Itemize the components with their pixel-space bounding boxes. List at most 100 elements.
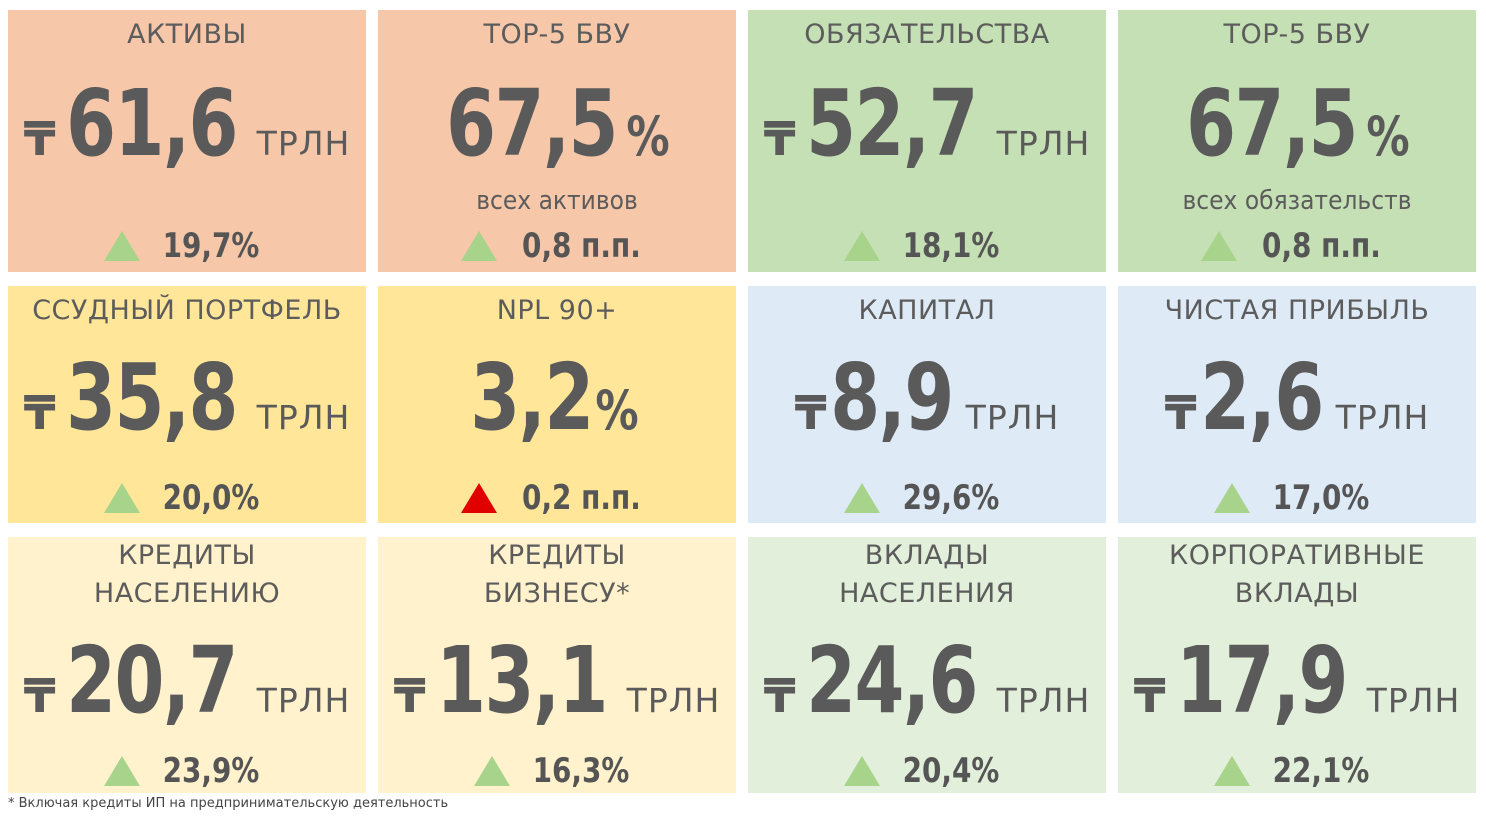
card-unit: ТРЛН: [965, 398, 1060, 437]
card-value: 67,5: [446, 70, 619, 177]
card-big-value: ₸ 24,6 ТРЛН: [748, 627, 1106, 734]
card-delta: 22,1%: [1118, 751, 1476, 791]
card-subtitle: всех активов: [476, 186, 638, 216]
card-business-loans: КРЕДИТЫ БИЗНЕСУ* ₸ 13,1 ТРЛН 16,3%: [378, 537, 736, 793]
triangle-up-icon: [1214, 483, 1251, 513]
kpi-grid: АКТИВЫ ₸ 61,6 ТРЛН 19,7% TOP-5 БВУ 67,5 …: [8, 10, 1476, 793]
card-delta-value: 22,1%: [1272, 751, 1370, 791]
triangle-up-icon: [104, 756, 141, 786]
card-delta-value: 0,8 п.п.: [521, 226, 641, 266]
card-unit: ТРЛН: [1366, 681, 1461, 720]
card-delta-value: 20,4%: [902, 751, 1000, 791]
card-delta-value: 19,7%: [162, 226, 260, 266]
card-top5-liabilities: TOP-5 БВУ 67,5 % всех обязательств 0,8 п…: [1118, 10, 1476, 272]
card-delta-value: 0,2 п.п.: [521, 478, 641, 518]
card-unit: ТРЛН: [996, 124, 1091, 163]
card-title: КРЕДИТЫ НАСЕЛЕНИЮ: [93, 540, 281, 609]
card-delta-value: 23,9%: [162, 751, 260, 791]
card-retail-loans: КРЕДИТЫ НАСЕЛЕНИЮ ₸ 20,7 ТРЛН 23,9%: [8, 537, 366, 793]
card-delta: 17,0%: [1118, 478, 1476, 518]
percent-sign: %: [626, 105, 671, 168]
card-title: ССУДНЫЙ ПОРТФЕЛЬ: [32, 295, 342, 326]
card-big-value: ₸ 8,9 ТРЛН: [748, 344, 1106, 451]
card-loan-portfolio: ССУДНЫЙ ПОРТФЕЛЬ ₸ 35,8 ТРЛН 20,0%: [8, 286, 366, 523]
card-delta: 19,7%: [8, 226, 366, 266]
card-top5-assets: TOP-5 БВУ 67,5 % всех активов 0,8 п.п.: [378, 10, 736, 272]
card-net-profit: ЧИСТАЯ ПРИБЫЛЬ ₸ 2,6 ТРЛН 17,0%: [1118, 286, 1476, 523]
card-big-value: ₸ 61,6 ТРЛН: [8, 70, 366, 177]
card-title: АКТИВЫ: [127, 19, 247, 50]
card-corporate-deposits: КОРПОРАТИВНЫЕ ВКЛАДЫ ₸ 17,9 ТРЛН 22,1%: [1118, 537, 1476, 793]
triangle-up-icon: [844, 756, 881, 786]
card-delta: 18,1%: [748, 226, 1106, 266]
card-big-value: 3,2 %: [378, 344, 736, 451]
card-liabilities: ОБЯЗАТЕЛЬСТВА ₸ 52,7 ТРЛН 18,1%: [748, 10, 1106, 272]
card-assets: АКТИВЫ ₸ 61,6 ТРЛН 19,7%: [8, 10, 366, 272]
card-big-value: 67,5 %: [378, 70, 736, 177]
card-big-value: ₸ 13,1 ТРЛН: [378, 627, 736, 734]
triangle-up-icon: [1200, 231, 1237, 261]
card-unit: ТРЛН: [256, 124, 351, 163]
card-delta: 20,4%: [748, 751, 1106, 791]
footnote: * Включая кредиты ИП на предпринимательс…: [8, 796, 449, 811]
card-title: TOP-5 БВУ: [1223, 19, 1371, 50]
tenge-icon: ₸: [1164, 386, 1197, 440]
tenge-icon: ₸: [393, 669, 426, 723]
card-title: КОРПОРАТИВНЫЕ ВКЛАДЫ: [1169, 540, 1425, 609]
card-capital: КАПИТАЛ ₸ 8,9 ТРЛН 29,6%: [748, 286, 1106, 523]
card-big-value: ₸ 20,7 ТРЛН: [8, 627, 366, 734]
percent-sign: %: [1366, 105, 1411, 168]
tenge-icon: ₸: [763, 669, 796, 723]
card-delta-value: 29,6%: [902, 478, 1000, 518]
tenge-icon: ₸: [1133, 669, 1166, 723]
card-value: 67,5: [1186, 70, 1359, 177]
card-value: 24,6: [805, 627, 978, 734]
card-title: ЧИСТАЯ ПРИБЫЛЬ: [1164, 295, 1430, 326]
card-value: 2,6: [1199, 344, 1324, 451]
card-delta: 29,6%: [748, 478, 1106, 518]
card-delta: 0,8 п.п.: [378, 226, 736, 266]
card-value: 52,7: [805, 70, 978, 177]
card-value: 3,2: [470, 344, 595, 451]
card-value: 61,6: [65, 70, 238, 177]
card-big-value: ₸ 2,6 ТРЛН: [1118, 344, 1476, 451]
card-retail-deposits: ВКЛАДЫ НАСЕЛЕНИЯ ₸ 24,6 ТРЛН 20,4%: [748, 537, 1106, 793]
triangle-up-red-icon: [460, 483, 497, 513]
card-value: 17,9: [1175, 627, 1348, 734]
triangle-up-icon: [474, 756, 511, 786]
card-big-value: ₸ 35,8 ТРЛН: [8, 344, 366, 451]
card-title: КРЕДИТЫ БИЗНЕСУ*: [483, 540, 631, 609]
card-unit: ТРЛН: [996, 681, 1091, 720]
tenge-icon: ₸: [23, 669, 56, 723]
card-big-value: 67,5 %: [1118, 70, 1476, 177]
card-npl90: NPL 90+ 3,2 % 0,2 п.п.: [378, 286, 736, 523]
card-subtitle: всех обязательств: [1182, 186, 1412, 216]
card-delta: 16,3%: [378, 751, 736, 791]
percent-sign: %: [595, 379, 640, 442]
card-delta-value: 18,1%: [902, 226, 1000, 266]
triangle-up-icon: [844, 483, 881, 513]
triangle-up-icon: [104, 231, 141, 261]
triangle-up-icon: [844, 231, 881, 261]
card-unit: ТРЛН: [256, 398, 351, 437]
card-title: ВКЛАДЫ НАСЕЛЕНИЯ: [839, 540, 1015, 609]
card-unit: ТРЛН: [626, 681, 721, 720]
triangle-up-icon: [1214, 756, 1251, 786]
card-value: 20,7: [65, 627, 238, 734]
card-unit: ТРЛН: [1335, 398, 1430, 437]
tenge-icon: ₸: [763, 112, 796, 166]
card-value: 35,8: [65, 344, 238, 451]
card-value: 8,9: [829, 344, 954, 451]
card-delta: 0,8 п.п.: [1118, 226, 1476, 266]
card-delta-value: 16,3%: [532, 751, 630, 791]
card-big-value: ₸ 52,7 ТРЛН: [748, 70, 1106, 177]
card-title: TOP-5 БВУ: [483, 19, 631, 50]
card-unit: ТРЛН: [256, 681, 351, 720]
card-delta-value: 0,8 п.п.: [1261, 226, 1381, 266]
triangle-up-icon: [104, 483, 141, 513]
tenge-icon: ₸: [23, 112, 56, 166]
card-title: КАПИТАЛ: [858, 295, 996, 326]
card-title: ОБЯЗАТЕЛЬСТВА: [804, 19, 1050, 50]
card-title: NPL 90+: [496, 295, 618, 326]
card-value: 13,1: [435, 627, 608, 734]
